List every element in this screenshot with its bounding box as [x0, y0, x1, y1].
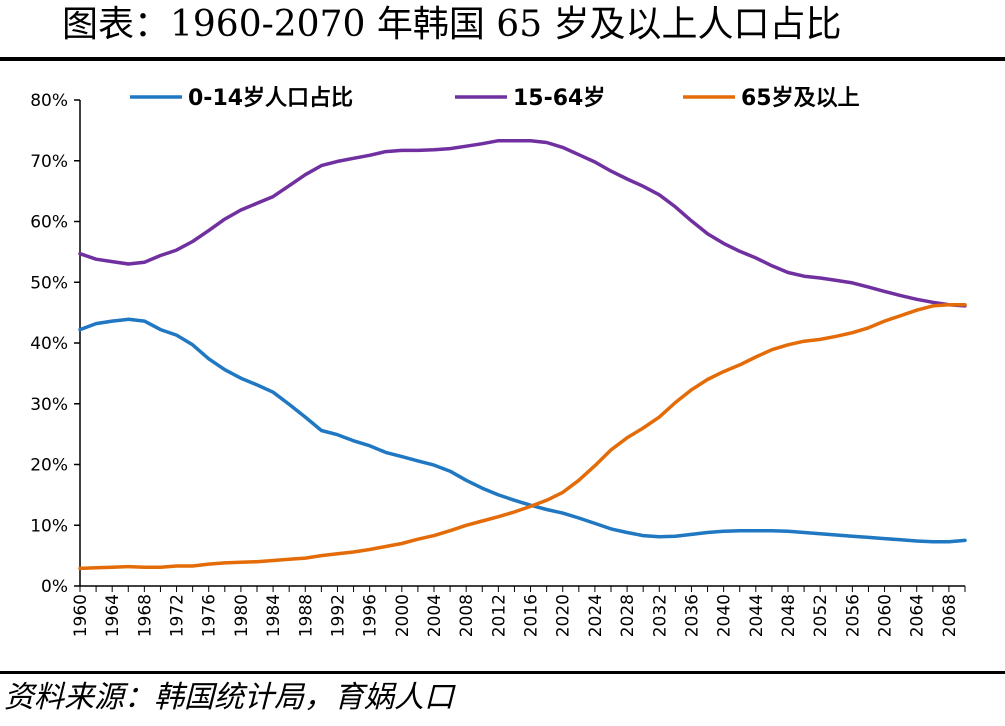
- y-tick-label: 50%: [30, 273, 68, 293]
- series-line-3: [78, 302, 967, 571]
- y-tick-label: 70%: [30, 152, 68, 172]
- x-tick-label: 2000: [393, 594, 413, 637]
- x-tick-label: 1968: [135, 594, 155, 637]
- y-tick-label: 60%: [30, 213, 68, 233]
- y-tick-label: 30%: [30, 395, 68, 415]
- y-tick-label: 80%: [30, 91, 68, 111]
- x-tick-label: 1984: [264, 594, 284, 637]
- source-note: 资料来源：韩国统计局，育娲人口: [4, 680, 454, 715]
- y-tick-label: 0%: [41, 577, 68, 597]
- top-rule: [0, 57, 1005, 61]
- legend-label-1: 0-14岁人口占比: [188, 85, 353, 111]
- x-tick-label: 1960: [71, 594, 91, 637]
- x-tick-label: 2012: [489, 594, 509, 637]
- x-tick-label: 2068: [940, 594, 960, 637]
- x-tick-label: 2052: [811, 594, 831, 637]
- x-tick-label: 2060: [876, 594, 896, 637]
- x-tick-label: 2004: [425, 594, 445, 637]
- x-tick-label: 2044: [747, 594, 767, 637]
- x-tick-label: 2056: [843, 594, 863, 637]
- series-line-1: [78, 317, 967, 544]
- x-tick-label: 1976: [200, 594, 220, 637]
- series-line-2: [78, 138, 967, 308]
- x-tick-label: 1992: [328, 594, 348, 637]
- y-tick-label: 40%: [30, 334, 68, 354]
- bottom-rule: [0, 671, 1005, 674]
- x-tick-label: 2036: [682, 594, 702, 637]
- y-tick-label: 10%: [30, 516, 68, 536]
- x-tick-label: 2040: [715, 594, 735, 637]
- x-tick-label: 1980: [232, 594, 252, 637]
- x-tick-label: 2064: [908, 594, 928, 637]
- x-tick-label: 1996: [361, 594, 381, 637]
- legend-label-3: 65岁及以上: [741, 85, 860, 111]
- x-tick-label: 2032: [650, 594, 670, 637]
- chart-title: 图表：1960-2070 年韩国 65 岁及以上人口占比: [62, 4, 842, 45]
- x-tick-label: 2048: [779, 594, 799, 637]
- x-tick-label: 2016: [522, 594, 542, 637]
- legend-label-2: 15-64岁: [513, 85, 605, 111]
- x-tick-label: 1964: [103, 594, 123, 637]
- x-tick-label: 2028: [618, 594, 638, 637]
- x-tick-label: 1988: [296, 594, 316, 637]
- x-tick-label: 2008: [457, 594, 477, 637]
- x-tick-label: 1972: [168, 594, 188, 637]
- x-tick-label: 2024: [586, 594, 606, 637]
- y-tick-label: 20%: [30, 456, 68, 476]
- x-tick-label: 2020: [554, 594, 574, 637]
